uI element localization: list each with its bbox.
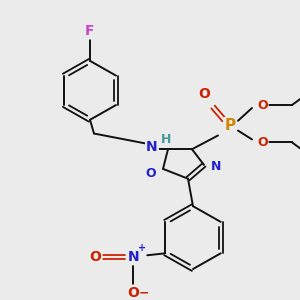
Text: +: + bbox=[138, 243, 146, 254]
Text: P: P bbox=[224, 118, 236, 133]
Text: O: O bbox=[127, 286, 139, 300]
Text: N: N bbox=[146, 140, 158, 154]
Text: H: H bbox=[161, 133, 171, 146]
Text: N: N bbox=[211, 160, 221, 173]
Text: O: O bbox=[198, 87, 210, 101]
Text: O: O bbox=[89, 250, 101, 264]
Text: O: O bbox=[257, 99, 268, 112]
Text: O: O bbox=[257, 136, 268, 149]
Text: N: N bbox=[128, 250, 139, 264]
Text: O: O bbox=[146, 167, 156, 180]
Text: −: − bbox=[139, 286, 149, 299]
Text: F: F bbox=[85, 24, 95, 38]
